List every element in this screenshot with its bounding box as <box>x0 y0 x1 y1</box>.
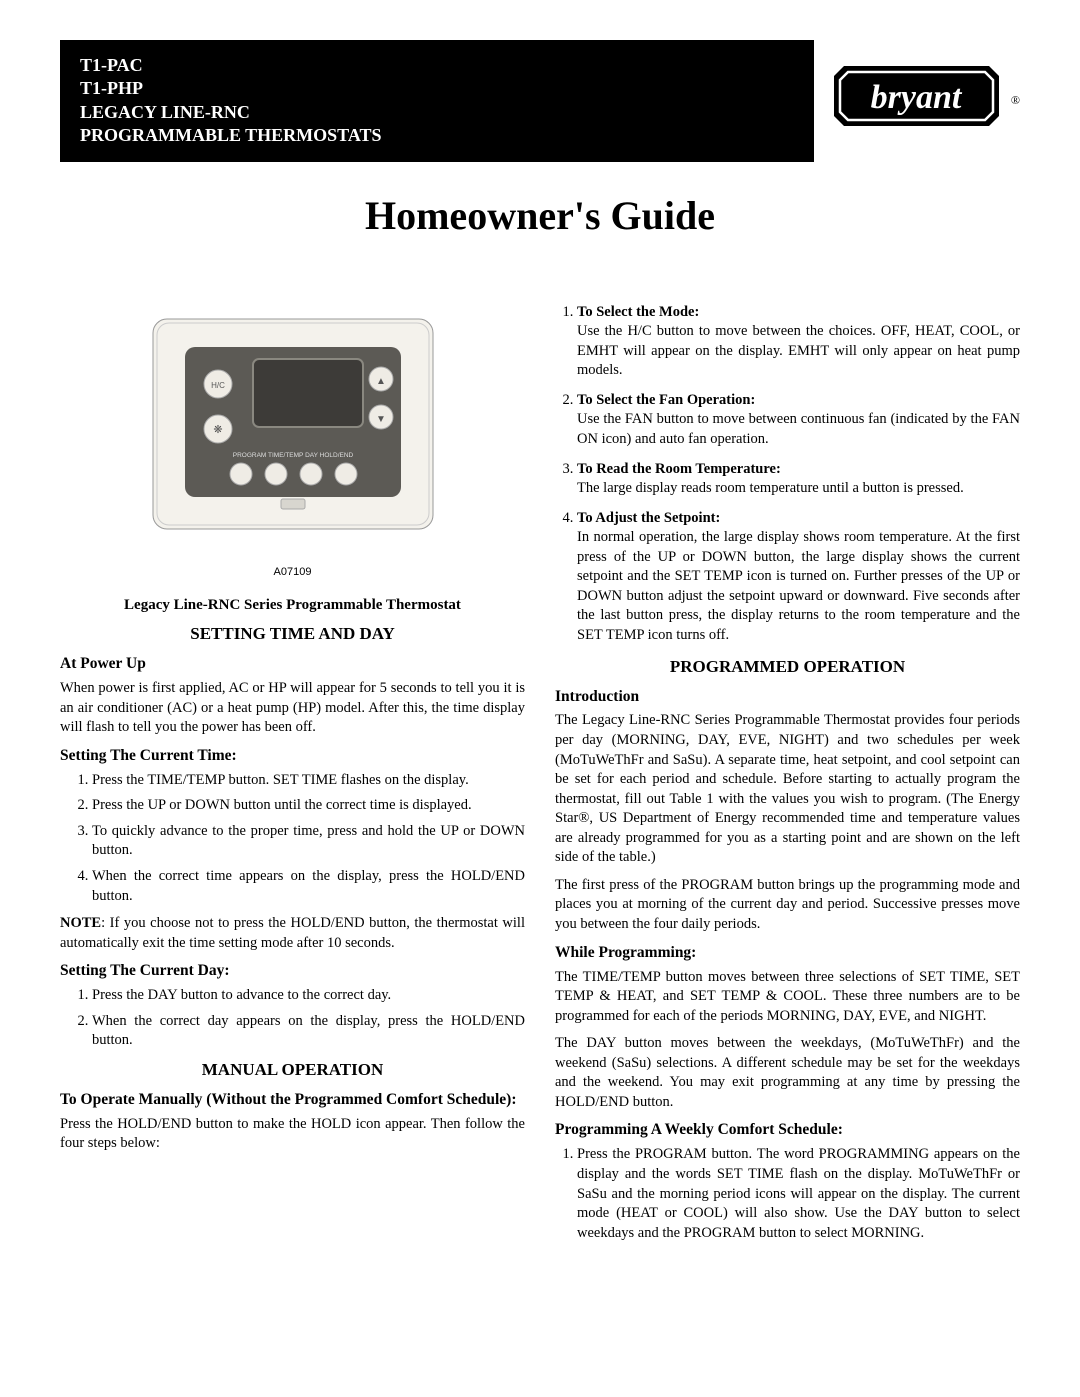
day-steps-list: Press the DAY button to advance to the c… <box>60 986 525 1051</box>
time-step: When the correct time appears on the dis… <box>92 867 525 906</box>
step-head: To Adjust the Setpoint: <box>577 510 720 526</box>
svg-text:bryant: bryant <box>871 79 963 116</box>
time-steps-list: Press the TIME/TEMP button. SET TIME fla… <box>60 771 525 906</box>
step-body: In normal operation, the large display s… <box>577 529 1020 643</box>
weekly-steps-list: Press the PROGRAM button. The word PROGR… <box>555 1145 1020 1243</box>
svg-text:▲: ▲ <box>376 376 386 387</box>
step-body: Use the FAN button to move between conti… <box>577 411 1020 447</box>
figure-caption: Legacy Line-RNC Series Programmable Ther… <box>60 595 525 615</box>
header-line3: LEGACY LINE-RNC <box>80 101 794 124</box>
note-label: NOTE <box>60 915 101 931</box>
header-line2: T1-PHP <box>80 77 794 100</box>
sub-at-power-up: At Power Up <box>60 654 525 675</box>
manual-text: Press the HOLD/END button to make the HO… <box>60 1115 525 1154</box>
powerup-text: When power is first applied, AC or HP wi… <box>60 679 525 738</box>
while-p2: The DAY button moves between the weekday… <box>555 1034 1020 1112</box>
manual-steps-list: To Select the Mode: Use the H/C button to… <box>555 303 1020 646</box>
weekly-step: Press the PROGRAM button. The word PROGR… <box>577 1145 1020 1243</box>
model-header-box: T1-PAC T1-PHP LEGACY LINE-RNC PROGRAMMAB… <box>60 40 814 162</box>
svg-text:▼: ▼ <box>376 414 386 425</box>
step-head: To Read the Room Temperature: <box>577 461 781 477</box>
header-line4: PROGRAMMABLE THERMOSTATS <box>80 124 794 147</box>
registered-mark: ® <box>1011 93 1020 108</box>
section-manual-operation: MANUAL OPERATION <box>60 1059 525 1082</box>
step-body: The large display reads room temperature… <box>577 480 964 496</box>
section-setting-time-day: SETTING TIME AND DAY <box>60 623 525 646</box>
note-paragraph: NOTE: If you choose not to press the HOL… <box>60 914 525 953</box>
thermostat-figure: H/C ❋ ▲ ▼ PROGRAM TIME/TEMP DAY HOLD/END <box>60 299 525 556</box>
brand-logo: bryant ® <box>834 66 1020 136</box>
intro-p1: The Legacy Line-RNC Series Programmable … <box>555 711 1020 868</box>
sub-setting-day: Setting The Current Day: <box>60 961 525 982</box>
time-step: Press the TIME/TEMP button. SET TIME fla… <box>92 771 525 791</box>
intro-p2: The first press of the PROGRAM button br… <box>555 876 1020 935</box>
manual-step: To Select the Fan Operation: Use the FAN … <box>577 391 1020 450</box>
left-column: H/C ❋ ▲ ▼ PROGRAM TIME/TEMP DAY HOLD/END <box>60 299 525 1254</box>
manual-step: To Select the Mode: Use the H/C button to… <box>577 303 1020 381</box>
section-programmed-operation: PROGRAMMED OPERATION <box>555 656 1020 679</box>
figure-code: A07109 <box>60 565 525 580</box>
manual-step: To Read the Room Temperature: The large d… <box>577 460 1020 499</box>
step-head: To Select the Fan Operation: <box>577 392 755 408</box>
svg-text:PROGRAM TIME/TEMP DAY HOL: PROGRAM TIME/TEMP DAY HOLD/END <box>232 452 353 459</box>
header-line1: T1-PAC <box>80 54 794 77</box>
while-p1: The TIME/TEMP button moves between three… <box>555 968 1020 1027</box>
sub-setting-time: Setting The Current Time: <box>60 746 525 767</box>
note-text: : If you choose not to press the HOLD/EN… <box>60 915 525 951</box>
sub-while-programming: While Programming: <box>555 943 1020 964</box>
sub-operate-manually: To Operate Manually (Without the Program… <box>60 1090 525 1111</box>
day-step: When the correct day appears on the disp… <box>92 1012 525 1051</box>
main-title: Homeowner's Guide <box>60 192 1020 239</box>
step-body: Use the H/C button to move between the c… <box>577 323 1020 378</box>
day-step: Press the DAY button to advance to the c… <box>92 986 525 1006</box>
right-column: To Select the Mode: Use the H/C button to… <box>555 299 1020 1254</box>
sub-weekly-schedule: Programming A Weekly Comfort Schedule: <box>555 1120 1020 1141</box>
svg-text:H/C: H/C <box>211 381 225 390</box>
sub-introduction: Introduction <box>555 687 1020 708</box>
header-bar: T1-PAC T1-PHP LEGACY LINE-RNC PROGRAMMAB… <box>60 40 1020 162</box>
time-step: To quickly advance to the proper time, p… <box>92 822 525 861</box>
svg-text:❋: ❋ <box>213 424 222 436</box>
step-head: To Select the Mode: <box>577 304 699 320</box>
manual-step: To Adjust the Setpoint: In normal operati… <box>577 509 1020 646</box>
time-step: Press the UP or DOWN button until the co… <box>92 796 525 816</box>
